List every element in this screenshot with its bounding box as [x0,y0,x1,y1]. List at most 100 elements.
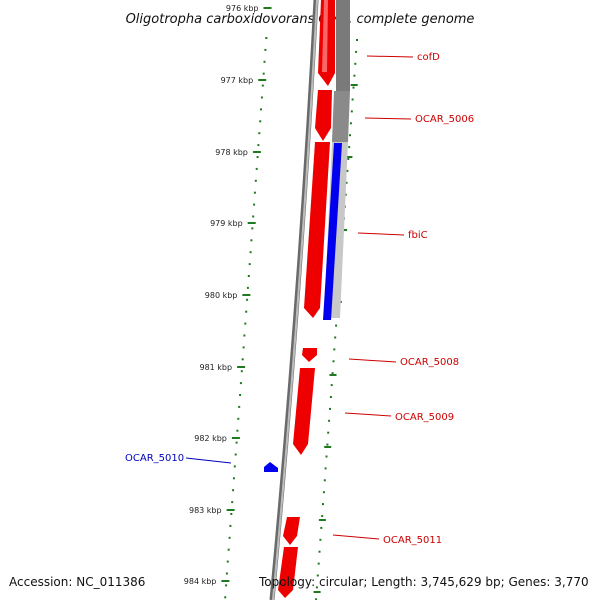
tick-label: 979 kbp [210,219,243,228]
ruler-dot [246,286,249,289]
backbone-outer [269,0,319,600]
ruler-dot [325,455,328,458]
ruler-dot [236,429,239,432]
tick-label: 981 kbp [199,363,232,372]
ruler-dot [250,239,253,242]
ruler-dot [347,158,350,160]
gene-arrow-ocar-5009[interactable] [293,368,315,455]
ruler-dot [241,358,244,361]
leader-line [332,534,380,540]
ruler-dot [243,334,246,337]
leader-line [366,55,414,58]
ruler-dot [256,156,259,158]
ruler-dot [255,167,258,170]
ruler-dot [324,467,327,470]
ruler-dot [245,310,248,313]
ruler-dot [227,548,230,551]
ruler-dot [257,144,260,147]
ruler-dot [349,122,352,125]
ruler-dot [237,417,240,420]
ruler-dot [224,596,227,599]
ruler-dot [321,515,324,517]
ruler-dot [239,394,242,396]
ruler-dot [318,550,321,553]
ruler-dot [354,62,357,65]
ruler-dot [329,407,331,410]
ruler-dot [246,298,249,301]
ruler-dot [260,96,263,99]
gene-label-ocar-5008: OCAR_5008 [400,357,459,368]
ruler-dot [353,74,356,77]
ruler-dot [316,574,319,577]
ruler-dot [249,251,252,254]
ruler-dot [328,419,331,422]
gene-arrow-ocar-5010[interactable] [264,462,278,472]
ruler-dot [225,584,228,587]
gene-arrow-reverse-blue[interactable] [323,143,342,320]
ruler-dot [346,169,349,172]
shadow-strip [336,0,350,91]
ruler-dot [315,586,318,589]
gene-label-ocar-5010: OCAR_5010 [125,453,184,464]
ruler-dot [258,132,261,135]
ruler-dot [332,360,335,363]
ruler-dot [240,370,243,373]
ruler-dot [344,193,347,196]
gene-arrow-ocar-5008[interactable] [302,348,317,362]
shadow-strip [332,91,350,142]
ruler-dot [230,513,233,515]
ruler-dot [261,84,264,87]
leader-line [357,232,405,236]
ruler-dot [350,110,353,113]
ruler-dot [239,382,242,385]
ruler-dot [235,441,238,444]
tick-label: 983 kbp [189,506,222,515]
gene-arrow-next[interactable] [278,547,298,598]
ruler-dot [355,50,358,53]
gene-arrow-highlight [322,0,328,72]
gene-arrow-ocar-5011[interactable] [283,517,300,545]
accession-text: Accession: NC_011386 [9,575,145,589]
ruler-dot [348,146,351,149]
leader-line [344,412,392,417]
ruler-dot [265,37,268,39]
ruler-dot [252,215,255,218]
ruler-dot [320,526,323,529]
tick-label: 976 kbp [226,4,259,13]
gene-label-ocar-5009: OCAR_5009 [395,412,454,423]
ruler-dot [333,348,336,351]
leader-line [185,457,232,464]
tick-label: 977 kbp [221,76,254,85]
ruler-dot [327,431,330,434]
map-title: Oligotropha carboxidovorans OM5, complet… [126,12,475,27]
genome-backbone [269,0,319,600]
gene-arrow-fbic[interactable] [304,142,330,318]
ruler-dot [247,275,250,277]
ruler-dot [232,489,235,492]
ruler-dot [238,405,241,408]
gene-arrow-ocar-5006[interactable] [315,90,332,141]
ruler-dot [334,336,337,339]
tick-label: 978 kbp [215,148,248,157]
tick-label: 982 kbp [194,434,227,443]
ruler-dot [335,324,338,327]
kbp-ruler: 976 kbp 977 kbp 978 kbp 979 kbp 980 kbp 981 k… [184,4,358,600]
gene-labels: cofD OCAR_5006 fbiC OCAR_5008 OCAR_5009 … [125,52,474,546]
ruler-dot [331,372,334,375]
ruler-dot [264,48,267,51]
ruler-dot [253,191,256,194]
genome-summary-text: Topology: circular; Length: 3,745,629 bp… [258,575,589,589]
ruler-dot [315,598,318,600]
tick-label: 984 kbp [184,577,217,586]
gene-arrows [264,0,342,598]
ruler-dot [326,443,329,446]
gene-label-ocar-5006: OCAR_5006 [415,114,474,125]
ruler-dot [319,538,322,541]
ruler-dot [259,120,262,123]
gene-label-fbic: fbiC [408,230,428,241]
ruler-dot [351,98,354,101]
ruler-dot [323,479,326,482]
ruler-dot [225,572,228,575]
